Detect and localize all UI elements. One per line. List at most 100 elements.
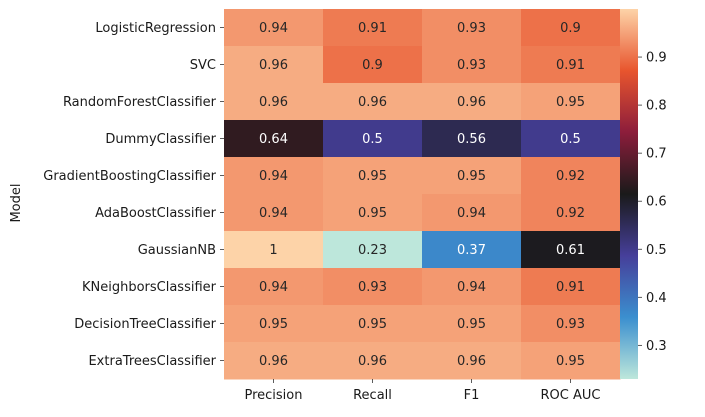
heatmap-cell — [422, 231, 522, 269]
heatmap-cell — [521, 83, 621, 121]
cell-value-label: 0.95 — [358, 206, 387, 221]
cell-value-label: 0.95 — [358, 169, 387, 184]
heatmap-cell — [323, 268, 423, 306]
heatmap-cell — [323, 231, 423, 269]
heatmap-cells — [224, 9, 621, 380]
cell-value-label: 0.96 — [259, 58, 288, 73]
cell-value-label: 0.93 — [457, 58, 486, 73]
cell-value-label: 0.94 — [457, 280, 486, 295]
colorbar-gradient — [620, 9, 638, 379]
heatmap-cell — [521, 157, 621, 195]
heatmap-cell — [521, 120, 621, 158]
heatmap-cell — [323, 120, 423, 158]
heatmap-cell-labels: 0.94 0.91 0.93 0.9 0.96 0.9 0.93 0.91 0.96 0.96 0.… — [259, 21, 585, 369]
heatmap-cell — [323, 342, 423, 380]
cell-value-label: 0.91 — [556, 58, 585, 73]
cell-value-label: 0.61 — [556, 243, 585, 258]
cell-value-label: 0.94 — [259, 206, 288, 221]
row-tick-label: DecisionTreeClassifier — [74, 317, 216, 332]
heatmap-cell — [323, 9, 423, 47]
cell-value-label: 0.23 — [358, 243, 387, 258]
y-axis-label: Model — [9, 183, 24, 222]
row-tick-labels: LogisticRegression SVC RandomForestClassif… — [43, 21, 224, 369]
cell-value-label: 0.94 — [457, 206, 486, 221]
heatmap-cell — [422, 120, 522, 158]
heatmap-cell — [521, 194, 621, 232]
heatmap-cell — [224, 194, 324, 232]
column-tick-label: Precision — [244, 388, 302, 403]
row-tick-label: SVC — [190, 58, 216, 73]
row-tick-label: GradientBoostingClassifier — [43, 169, 216, 184]
heatmap-cell — [422, 305, 522, 343]
heatmap-cell — [224, 231, 324, 269]
heatmap-cell — [224, 305, 324, 343]
colorbar-tick-label: 0.5 — [646, 243, 667, 258]
heatmap-cell — [521, 305, 621, 343]
cell-value-label: 0.56 — [457, 132, 486, 147]
column-tick-label: F1 — [464, 388, 480, 403]
colorbar-ticks: 0.3 0.4 0.5 0.6 0.7 0.8 0.9 — [638, 51, 667, 354]
cell-value-label: 0.95 — [358, 317, 387, 332]
heatmap-cell — [224, 268, 324, 306]
colorbar-tick-label: 0.8 — [646, 99, 667, 114]
cell-value-label: 0.92 — [556, 206, 585, 221]
cell-value-label: 0.96 — [358, 354, 387, 369]
heatmap-cell — [224, 120, 324, 158]
colorbar-tick-label: 0.9 — [646, 51, 667, 66]
heatmap-cell — [521, 342, 621, 380]
column-tick-labels: Precision Recall F1 ROC AUC — [244, 379, 600, 403]
row-tick-label: DummyClassifier — [105, 132, 216, 147]
heatmap-cell — [422, 268, 522, 306]
heatmap-cell — [422, 83, 522, 121]
cell-value-label: 0.5 — [362, 132, 383, 147]
heatmap-cell — [323, 194, 423, 232]
cell-value-label: 0.94 — [259, 280, 288, 295]
heatmap-cell — [224, 46, 324, 84]
heatmap-cell — [224, 83, 324, 121]
row-tick-label: KNeighborsClassifier — [82, 280, 217, 295]
row-tick-label: ExtraTreesClassifier — [88, 354, 216, 369]
cell-value-label: 0.96 — [259, 354, 288, 369]
heatmap-cell — [521, 268, 621, 306]
heatmap-cell — [224, 9, 324, 47]
cell-value-label: 0.94 — [259, 169, 288, 184]
heatmap-cell — [422, 157, 522, 195]
cell-value-label: 0.9 — [560, 21, 581, 36]
cell-value-label: 0.94 — [259, 21, 288, 36]
heatmap-cell — [422, 194, 522, 232]
cell-value-label: 0.9 — [362, 58, 383, 73]
colorbar-tick-label: 0.3 — [646, 339, 667, 354]
cell-value-label: 0.93 — [556, 317, 585, 332]
cell-value-label: 0.95 — [556, 354, 585, 369]
colorbar-tick-label: 0.4 — [646, 291, 667, 306]
cell-value-label: 0.37 — [457, 243, 486, 258]
cell-value-label: 0.95 — [259, 317, 288, 332]
cell-value-label: 0.5 — [560, 132, 581, 147]
cell-value-label: 0.64 — [259, 132, 288, 147]
colorbar: 0.3 0.4 0.5 0.6 0.7 0.8 0.9 — [620, 9, 667, 379]
cell-value-label: 0.91 — [556, 280, 585, 295]
cell-value-label: 0.92 — [556, 169, 585, 184]
heatmap-cell — [224, 342, 324, 380]
cell-value-label: 0.95 — [457, 169, 486, 184]
heatmap-cell — [422, 46, 522, 84]
cell-value-label: 0.96 — [457, 354, 486, 369]
column-tick-label: Recall — [353, 388, 392, 403]
heatmap-cell — [323, 305, 423, 343]
heatmap-cell — [422, 9, 522, 47]
cell-value-label: 1 — [269, 243, 277, 258]
heatmap-cell — [422, 342, 522, 380]
cell-value-label: 0.95 — [556, 95, 585, 110]
cell-value-label: 0.96 — [358, 95, 387, 110]
cell-value-label: 0.95 — [457, 317, 486, 332]
colorbar-tick-label: 0.7 — [646, 147, 667, 162]
heatmap-cell — [323, 46, 423, 84]
cell-value-label: 0.96 — [457, 95, 486, 110]
colorbar-tick-label: 0.6 — [646, 195, 667, 210]
row-tick-label: GaussianNB — [138, 243, 216, 258]
row-tick-label: AdaBoostClassifier — [95, 206, 217, 221]
heatmap-cell — [521, 9, 621, 47]
column-tick-label: ROC AUC — [541, 388, 601, 403]
